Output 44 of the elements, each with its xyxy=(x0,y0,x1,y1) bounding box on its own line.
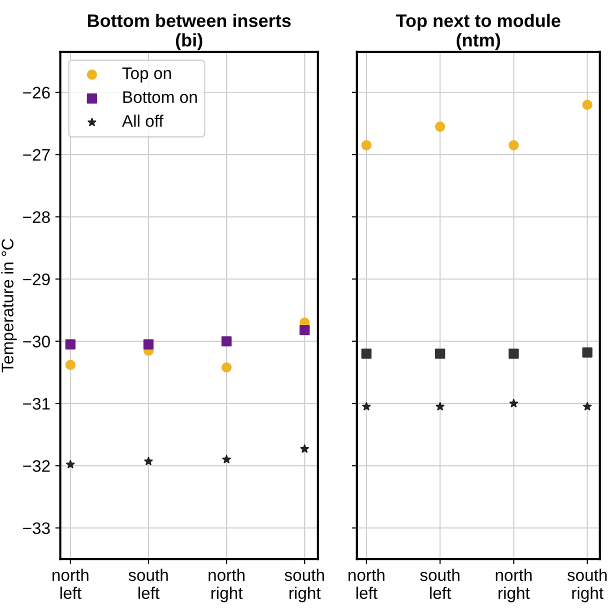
y-tick-label: −26 xyxy=(23,86,50,99)
point xyxy=(65,360,76,370)
y-tick-label: −33 xyxy=(23,522,50,534)
point xyxy=(221,362,232,372)
y-tick-label: −30 xyxy=(23,336,50,348)
x-tick-label: north left xyxy=(348,568,384,599)
legend-label: Bottom on xyxy=(123,91,197,104)
point xyxy=(222,455,231,464)
point xyxy=(66,460,75,468)
point xyxy=(434,348,446,359)
y-axis-title: Temperature in °C xyxy=(1,238,17,372)
x-tick-label: south right xyxy=(567,568,607,602)
point xyxy=(583,402,592,410)
point xyxy=(221,336,232,346)
point xyxy=(509,399,518,408)
legend-label: Top on xyxy=(122,68,171,82)
y-tick-label: −27 xyxy=(23,149,50,161)
point xyxy=(508,348,519,359)
point xyxy=(434,122,446,132)
y-tick-label: −28 xyxy=(23,211,50,224)
legend-label: All off xyxy=(122,114,164,127)
point xyxy=(582,347,592,358)
point xyxy=(300,324,310,336)
x-tick-label: north left xyxy=(52,568,88,599)
point xyxy=(65,339,76,350)
x-tick-label: south right xyxy=(284,568,324,602)
y-tick-label: −31 xyxy=(23,398,50,410)
x-tick-label: south left xyxy=(420,568,460,599)
chart-title: Bottom between inserts (bi) xyxy=(88,14,291,50)
point xyxy=(143,339,154,350)
point xyxy=(144,456,153,466)
point xyxy=(582,100,592,110)
point xyxy=(361,140,372,150)
point xyxy=(436,402,444,410)
point xyxy=(508,140,519,150)
point xyxy=(361,348,372,359)
chart-title: Top next to module (ntm) xyxy=(396,14,560,50)
y-tick-label: −32 xyxy=(23,460,50,472)
point xyxy=(362,402,371,410)
y-tick-label: −29 xyxy=(23,273,50,286)
point xyxy=(300,444,309,453)
x-tick-label: south left xyxy=(128,568,168,599)
x-tick-label: north right xyxy=(496,568,532,602)
x-tick-label: north right xyxy=(208,568,244,602)
